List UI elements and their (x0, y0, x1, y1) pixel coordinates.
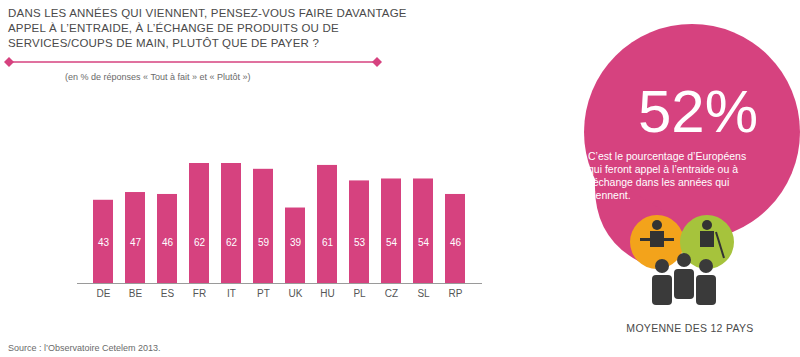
svg-text:39: 39 (290, 237, 302, 248)
html-text:Source : l’Observatoire Cetele: Source : l’Observatoire Cetelem 2013. (8, 343, 161, 353)
svg-text:53: 53 (354, 237, 366, 248)
svg-text:46: 46 (162, 237, 174, 248)
svg-text:62: 62 (194, 237, 206, 248)
svg-text:PL: PL (353, 288, 366, 299)
html-text:C’est le pourcentage d’Europée: C’est le pourcentage d’Européens qui fer… (588, 150, 747, 201)
svg-text:61: 61 (322, 237, 334, 248)
svg-text:UK: UK (289, 288, 303, 299)
html-text:DANS LES ANNÉES QUI VIENNENT,: DANS LES ANNÉES QUI VIENNENT, PENSEZ-VOU… (8, 7, 407, 49)
svg-text:54: 54 (386, 237, 398, 248)
svg-text:FR: FR (193, 288, 206, 299)
svg-text:ES: ES (161, 288, 175, 299)
svg-text:HU: HU (320, 288, 334, 299)
svg-text:PT: PT (257, 288, 270, 299)
svg-text:CZ: CZ (385, 288, 398, 299)
svg-text:RP: RP (449, 288, 463, 299)
svg-text:62: 62 (226, 237, 238, 248)
svg-text:DE: DE (97, 288, 111, 299)
svg-text:54: 54 (418, 237, 430, 248)
svg-text:46: 46 (450, 237, 462, 248)
svg-text:BE: BE (129, 288, 143, 299)
html-text:52%: 52% (638, 78, 759, 145)
svg-text:47: 47 (130, 237, 142, 248)
html-text:(en % de réponses « Tout à fai: (en % de réponses « Tout à fait » et « P… (65, 72, 251, 82)
svg-text:59: 59 (258, 237, 270, 248)
svg-text:SL: SL (417, 288, 430, 299)
svg-text:IT: IT (227, 288, 236, 299)
svg-text:43: 43 (98, 237, 110, 248)
html-text:MOYENNE DES 12 PAYS: MOYENNE DES 12 PAYS (626, 322, 754, 334)
